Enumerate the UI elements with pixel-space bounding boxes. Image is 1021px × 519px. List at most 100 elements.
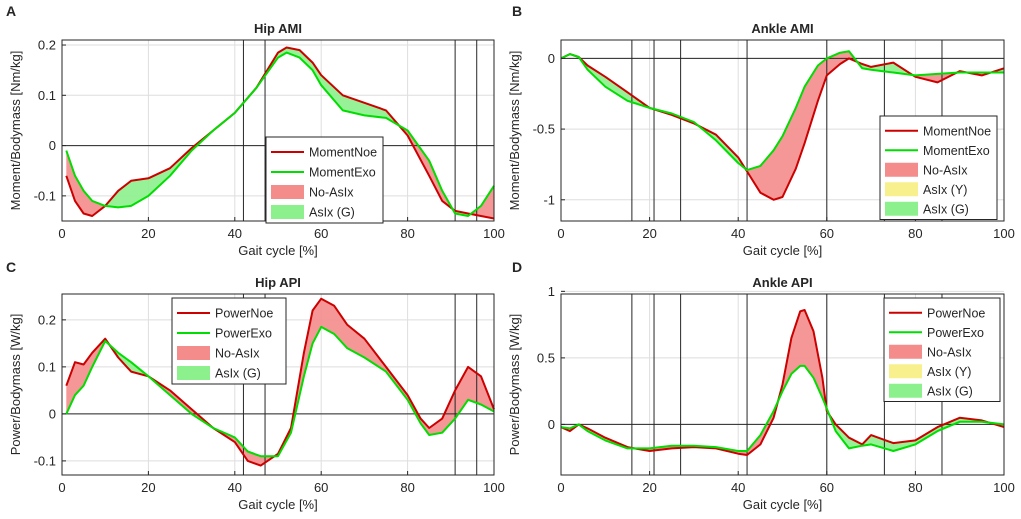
y-axis-label: Power/Bodymass [W/kg] [507, 314, 522, 456]
panel-letter: C [6, 259, 16, 275]
asix-g-region [857, 61, 913, 75]
series-line-powerexo [560, 364, 1005, 452]
x-tick-label: 0 [58, 226, 65, 241]
legend-label: AsIx (G) [215, 367, 261, 381]
y-axis-label: Power/Bodymass [W/kg] [8, 314, 23, 456]
x-tick-label: 0 [557, 480, 564, 495]
legend: MomentNoe MomentExo No-AsIx AsIx (Y) AsIx (G… [879, 115, 998, 220]
x-tick-label: 60 [314, 480, 328, 495]
asix-g-region [105, 47, 399, 208]
legend-label: MomentExo [309, 166, 376, 180]
x-tick-label: 100 [993, 226, 1015, 241]
legend-label: MomentNoe [309, 146, 377, 160]
x-axis-label: Gait cycle [%] [743, 243, 822, 258]
legend-label: No-AsIx [923, 163, 968, 177]
legend-swatch-patch [889, 344, 922, 359]
y-tick-label: 0.5 [537, 350, 555, 365]
axes-frame [560, 39, 1005, 222]
y-tick-label: -0.5 [533, 122, 555, 137]
series-line-powernoe [65, 297, 495, 467]
y-tick-label: -1 [543, 192, 555, 207]
y-tick-label: 0.2 [38, 312, 56, 327]
x-axis-label: Gait cycle [%] [238, 243, 317, 258]
chart-title: Hip API [255, 275, 301, 290]
y-tick-label: 0 [548, 51, 555, 66]
legend-swatch-patch [885, 162, 918, 177]
legend-swatch-patch [889, 364, 922, 379]
legend-swatch-patch [889, 383, 922, 398]
chart-title: Hip AMI [254, 21, 302, 36]
legend-swatch-patch [885, 182, 918, 197]
axes-frame [61, 293, 495, 476]
asix-g-region [829, 414, 990, 451]
legend: PowerNoe PowerExo No-AsIx AsIx (G) [171, 297, 287, 385]
legend-swatch-patch [177, 366, 210, 380]
legend-label: MomentNoe [923, 124, 991, 138]
x-tick-label: 100 [993, 480, 1015, 495]
x-tick-label: 80 [908, 226, 922, 241]
no-asix-region [66, 150, 106, 216]
legend-label: No-AsIx [927, 345, 972, 359]
series-line-momentexo [560, 50, 1004, 172]
x-tick-label: 60 [820, 226, 834, 241]
series-line-momentnoe [560, 53, 1005, 201]
y-tick-label: -0.1 [34, 453, 56, 468]
legend-label: AsIx (Y) [927, 365, 971, 379]
y-tick-label: 0 [548, 417, 555, 432]
legend-label: AsIx (G) [923, 202, 969, 216]
legend-swatch-patch [271, 205, 304, 219]
x-axis-label: Gait cycle [%] [238, 497, 317, 512]
series-line-powernoe [560, 309, 1005, 456]
x-tick-label: 20 [141, 226, 155, 241]
x-tick-label: 40 [228, 226, 242, 241]
x-tick-label: 80 [400, 226, 414, 241]
x-tick-label: 20 [642, 226, 656, 241]
x-tick-label: 40 [731, 480, 745, 495]
legend-label: MomentExo [923, 144, 990, 158]
legend-label: No-AsIx [215, 347, 260, 361]
panel-letter: D [512, 259, 522, 275]
chart-title: Ankle API [752, 275, 812, 290]
legend-label: PowerNoe [215, 307, 273, 321]
y-tick-label: 0.2 [38, 38, 56, 53]
panel-letter: A [6, 3, 16, 19]
x-tick-label: 0 [557, 226, 564, 241]
y-tick-label: 1 [548, 284, 555, 299]
legend-label: PowerExo [927, 326, 984, 340]
legend-label: PowerNoe [927, 306, 985, 320]
x-tick-label: 80 [400, 480, 414, 495]
axes-frame [560, 293, 1005, 476]
panel-b: 0 20 40 60 80 100 -1 -0.5 0 Ankle AMI Gait cycle [… [507, 3, 1015, 258]
no-asix-region [399, 125, 453, 209]
series-line-momentnoe [65, 46, 495, 220]
legend-swatch-patch [885, 201, 918, 216]
y-tick-label: 0.1 [38, 359, 56, 374]
no-asix-region [745, 51, 858, 200]
x-tick-label: 40 [228, 480, 242, 495]
legend-label: AsIx (G) [309, 206, 355, 220]
legend: MomentNoe MomentExo No-AsIx AsIx (G) [265, 136, 384, 224]
legend-swatch-patch [177, 346, 210, 360]
no-asix-region [778, 310, 827, 408]
legend-swatch-patch [271, 185, 304, 199]
x-tick-label: 0 [58, 480, 65, 495]
y-axis-label: Moment/Bodymass [Nm/kg] [507, 51, 522, 211]
x-tick-label: 20 [141, 480, 155, 495]
legend: PowerNoe PowerExo No-AsIx AsIx (Y) AsIx (G) [883, 297, 1001, 402]
series-line-powerexo [65, 325, 495, 458]
panel-letter: B [512, 3, 522, 19]
x-axis-label: Gait cycle [%] [743, 497, 822, 512]
x-tick-label: 60 [820, 480, 834, 495]
panel-a: 0 20 40 60 80 100 -0.1 0 0.1 0.2 Hip AMI Gait cycle… [6, 3, 505, 258]
x-tick-label: 20 [642, 480, 656, 495]
legend-label: No-AsIx [309, 186, 354, 200]
x-tick-label: 80 [908, 480, 922, 495]
legend-label: AsIx (G) [927, 384, 973, 398]
x-tick-label: 40 [731, 226, 745, 241]
no-asix-region [634, 401, 779, 455]
y-tick-label: 0 [49, 138, 56, 153]
chart-title: Ankle AMI [751, 21, 813, 36]
legend-label: PowerExo [215, 327, 272, 341]
